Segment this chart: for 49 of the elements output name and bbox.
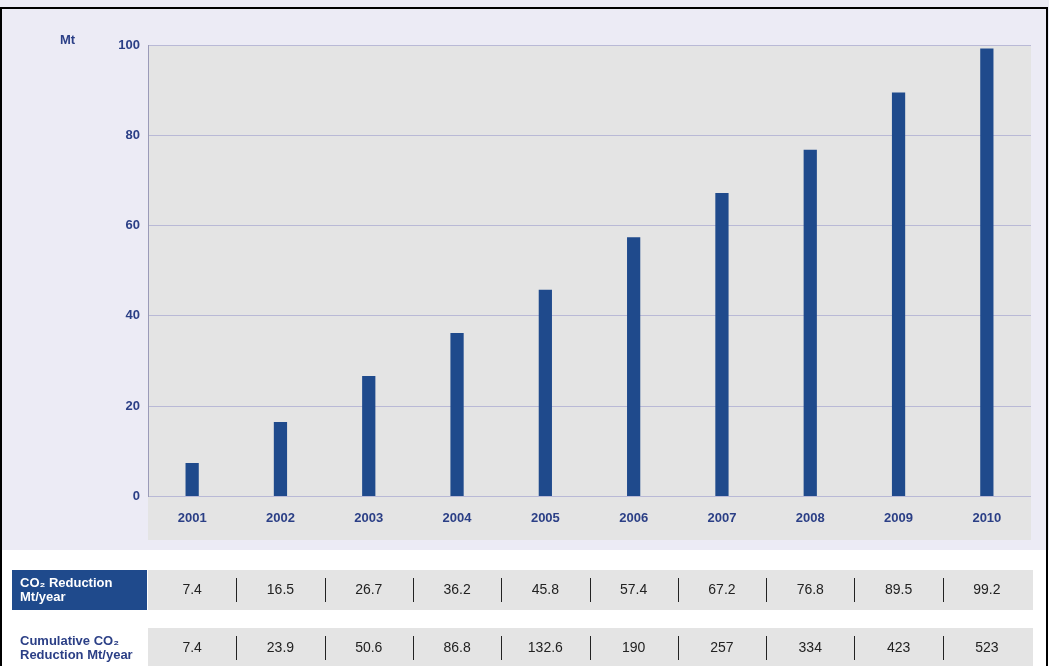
- bar: [715, 193, 729, 496]
- y-tick-label: 40: [125, 307, 140, 323]
- data-label: 7.4: [182, 580, 203, 597]
- text: 423: [886, 638, 911, 655]
- y-axis-title: Mt: [60, 31, 76, 47]
- data-label: 67.2: [708, 580, 736, 597]
- y-tick-label: 80: [125, 126, 140, 142]
- y-tick-label: 20: [125, 397, 140, 413]
- data-label: 76.8: [796, 580, 825, 597]
- data-label: 99.2: [973, 580, 1001, 597]
- bar: [185, 463, 199, 496]
- text: 190: [621, 638, 646, 655]
- bar: [980, 48, 994, 496]
- x-tick-label: 2004: [442, 509, 473, 525]
- bar: [273, 421, 288, 496]
- text: Cumulative CO₂ Reduction Mt/year: [20, 632, 133, 662]
- bar: [627, 237, 641, 496]
- x-tick-label: 2005: [530, 509, 560, 525]
- data-label: 26.7: [355, 580, 383, 597]
- x-tick-label: 2008: [795, 509, 825, 525]
- x-tick-label: 2009: [884, 509, 914, 525]
- bar: [538, 289, 552, 496]
- y-tick-label: 100: [118, 36, 140, 52]
- text: 257: [710, 638, 734, 655]
- y-tick-label: 0: [132, 487, 140, 503]
- data-label: 57.4: [620, 580, 648, 597]
- data-label: 89.5: [884, 580, 913, 597]
- x-tick-label: 2007: [707, 509, 737, 525]
- data-label: 16.5: [266, 580, 295, 597]
- text: 86.8: [443, 638, 471, 655]
- text: 7.4: [182, 638, 203, 655]
- data-label: 45.8: [531, 580, 560, 597]
- x-tick-label: 2010: [972, 509, 1002, 525]
- data-label: 36.2: [443, 580, 471, 597]
- bar: [450, 332, 464, 496]
- text: 334: [798, 638, 823, 655]
- bar: [803, 149, 817, 496]
- text: 132.6: [527, 638, 564, 655]
- x-tick-label: 2003: [354, 509, 384, 525]
- bar: [362, 375, 376, 496]
- text: 523: [975, 638, 999, 655]
- text: CO₂ Reduction Mt/year: [20, 574, 113, 604]
- x-tick-label: 2001: [177, 509, 207, 525]
- x-tick-label: 2002: [265, 509, 295, 525]
- text: 23.9: [266, 638, 295, 655]
- bar: [891, 92, 906, 496]
- text: 50.6: [355, 638, 383, 655]
- y-tick-label: 60: [125, 217, 140, 233]
- x-tick-label: 2006: [619, 509, 649, 525]
